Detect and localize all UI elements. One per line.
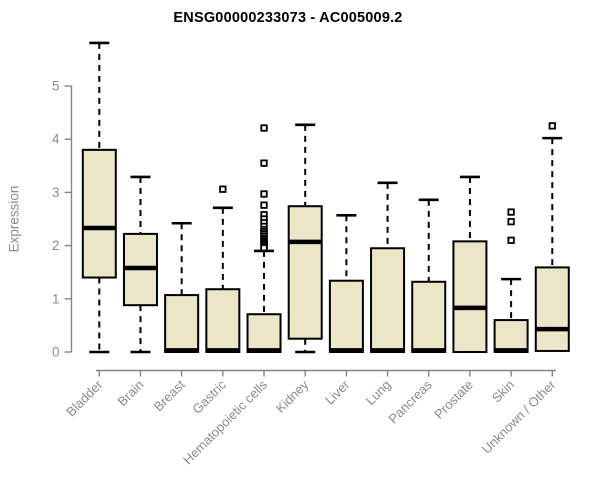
- x-axis-category-label: Bladder: [63, 377, 106, 420]
- box-group-lung: Lung: [363, 181, 406, 408]
- y-axis-tick-label: 4: [52, 132, 60, 147]
- x-axis-category-label: Brain: [115, 377, 147, 409]
- iqr-box: [287, 205, 323, 340]
- iqr-box: [164, 294, 200, 353]
- box-group-brain: Brain: [115, 175, 158, 409]
- x-axis-category-label: Kidney: [273, 377, 312, 416]
- outlier-point: [507, 208, 515, 216]
- x-axis-category-label: Unknown / Other: [479, 377, 559, 457]
- y-axis-tick-label: 3: [52, 185, 60, 200]
- outlier-point: [219, 185, 227, 193]
- y-axis-tick-label: 2: [52, 238, 60, 253]
- outlier-point: [260, 190, 268, 198]
- box-group-liver: Liver: [322, 213, 364, 408]
- x-axis-category-label: Pancreas: [385, 377, 435, 427]
- outlier-point: [507, 218, 515, 226]
- x-axis-category-label: Breast: [151, 377, 188, 414]
- iqr-box: [246, 313, 282, 353]
- outlier-point: [260, 159, 268, 167]
- iqr-box: [493, 319, 529, 353]
- outlier-point: [260, 244, 268, 252]
- box-group-kidney: Kidney: [273, 123, 323, 416]
- box-group-unknown-other: Unknown / Other: [479, 122, 570, 457]
- iqr-box: [452, 240, 488, 353]
- outlier-point: [260, 201, 268, 209]
- iqr-box: [534, 266, 570, 352]
- box-group-skin: Skin: [489, 208, 529, 406]
- y-axis-title: Expression: [6, 185, 22, 253]
- x-axis-category-label: Skin: [489, 377, 517, 405]
- iqr-box: [411, 280, 447, 353]
- y-axis-tick-label: 1: [52, 291, 60, 306]
- x-axis-category-label: Lung: [363, 377, 394, 408]
- outlier-point: [260, 124, 268, 132]
- iqr-box: [370, 247, 406, 353]
- iqr-box: [328, 279, 364, 354]
- iqr-box: [205, 288, 241, 353]
- x-axis-category-label: Prostate: [431, 377, 476, 422]
- iqr-box: [81, 148, 117, 279]
- x-axis-category-label: Liver: [322, 377, 353, 408]
- y-axis-tick-label: 0: [52, 345, 60, 360]
- y-axis-tick-label: 5: [52, 79, 60, 94]
- outlier-point: [507, 236, 515, 244]
- chart-title: ENSG00000233073 - AC005009.2: [173, 10, 403, 26]
- outlier-point: [548, 122, 556, 130]
- x-axis-category-label: Gastric: [189, 377, 229, 417]
